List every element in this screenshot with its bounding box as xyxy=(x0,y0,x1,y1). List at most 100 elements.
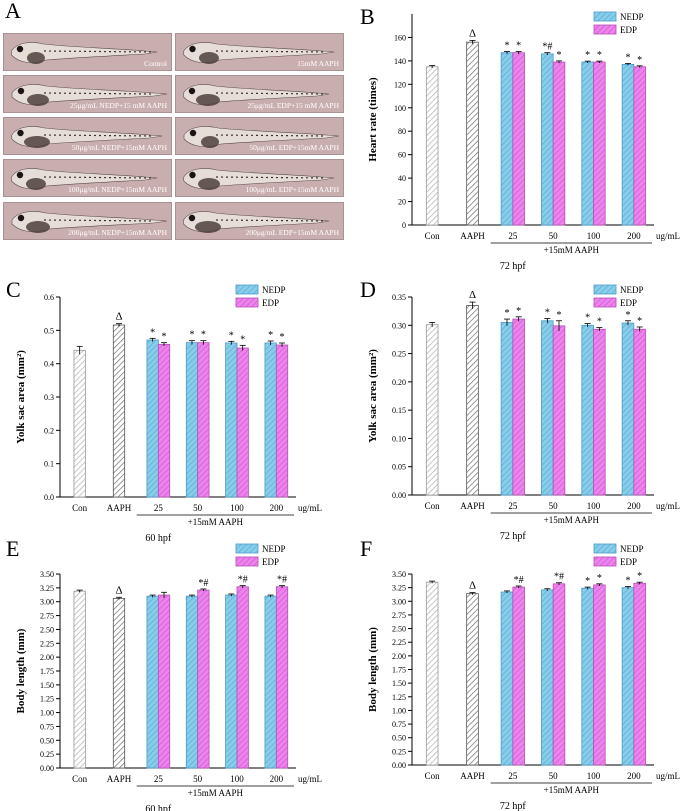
significance-mark: Δ xyxy=(469,580,476,592)
group-label: +15mM AAPH xyxy=(544,245,600,255)
time-label: 60 hpf xyxy=(145,804,172,811)
y-tick-label: 2.00 xyxy=(40,653,54,662)
x-tick-label: 200 xyxy=(627,771,641,781)
significance-mark: *# xyxy=(542,42,552,53)
significance-mark: * xyxy=(597,50,602,61)
y-axis-label: Yolk sac area (mm²) xyxy=(367,349,379,443)
panel-a: A Control 15mM AAPH 25μg/mL NEDP+15 mM AAP… xyxy=(0,0,352,250)
significance-mark: *# xyxy=(277,575,287,586)
bar-nedp xyxy=(185,595,199,769)
legend-label: EDP xyxy=(262,298,279,308)
bar-nedp xyxy=(541,320,554,496)
image-caption: 200μg/mL NEDP+15mM AAPH xyxy=(68,228,167,237)
unit-label: ug/mL xyxy=(298,503,322,513)
y-tick-label: 120 xyxy=(394,80,406,89)
zebrafish-image: 25μg/mL EDP+15 mM AAPH xyxy=(175,75,344,113)
legend-swatch-edp xyxy=(235,556,259,567)
y-tick-label: 0.00 xyxy=(392,761,406,770)
y-tick-label: 1.75 xyxy=(392,666,406,675)
panel-label: B xyxy=(360,4,375,29)
y-axis-label: Body length (mm) xyxy=(367,627,379,712)
y-tick-label: 2.00 xyxy=(392,652,406,661)
y-tick-label: 1.00 xyxy=(392,706,406,715)
chart-body-length-60hpf: E 0.00 0.25 0.50 0.75 1.00 1.25 1.50 1.75 2.00 2.2… xyxy=(6,536,322,811)
y-tick-label: 0.35 xyxy=(392,293,406,302)
legend-swatch-nedp xyxy=(593,284,617,295)
y-tick-label: 3.25 xyxy=(40,584,54,593)
time-label: 60 hpf xyxy=(145,533,172,544)
x-tick-label: 50 xyxy=(549,231,559,241)
x-tick-label: Con xyxy=(72,503,88,513)
y-tick-label: 1.50 xyxy=(40,681,54,690)
significance-mark: * xyxy=(280,332,285,343)
significance-mark: * xyxy=(516,306,521,317)
significance-mark: * xyxy=(150,327,155,338)
y-tick-label: 140 xyxy=(394,57,406,66)
bar-con xyxy=(425,66,439,226)
bar-nedp xyxy=(146,339,159,498)
y-tick-label: 1.75 xyxy=(40,667,54,676)
significance-mark: *# xyxy=(514,575,524,586)
significance-mark: Δ xyxy=(469,27,476,39)
legend-swatch-nedp xyxy=(235,543,259,554)
bar-edp xyxy=(633,328,646,496)
y-tick-label: 80 xyxy=(398,127,406,136)
image-caption: 15mM AAPH xyxy=(297,59,339,68)
y-tick-label: 0.2 xyxy=(44,426,54,435)
bar-edp xyxy=(157,594,171,769)
panel-label: F xyxy=(360,536,372,561)
zebrafish-image: 100μg/mL EDP+15mM AAPH xyxy=(175,159,344,197)
unit-label: ug/mL xyxy=(656,231,680,241)
significance-mark: * xyxy=(585,50,590,61)
chart-yolk-sac-72hpf: D 0.00 0.05 0.10 0.15 0.20 0.25 0.30 0.35 Yolk sa… xyxy=(360,277,680,542)
significance-mark: * xyxy=(229,330,234,341)
bar-edp xyxy=(512,586,525,766)
significance-mark: * xyxy=(240,334,245,345)
y-tick-label: 0.20 xyxy=(392,378,406,387)
image-caption: Control xyxy=(144,59,167,68)
bar-nedp xyxy=(264,595,277,769)
x-tick-label: Con xyxy=(72,774,88,784)
significance-mark: * xyxy=(625,52,630,63)
time-label: 72 hpf xyxy=(500,261,527,272)
zebrafish-image: 200μg/mL NEDP+15mM AAPH xyxy=(3,202,172,240)
image-caption: 50μg/mL EDP+15mM AAPH xyxy=(249,143,339,152)
bar-nedp xyxy=(225,594,238,769)
legend-label: EDP xyxy=(620,298,637,308)
x-tick-label: 100 xyxy=(587,501,601,511)
y-tick-label: 1.50 xyxy=(392,679,406,688)
x-tick-label: 200 xyxy=(627,231,641,241)
bar-nedp xyxy=(225,342,238,498)
group-label: +15mM AAPH xyxy=(544,515,600,525)
significance-mark: * xyxy=(597,317,602,328)
x-tick-label: 25 xyxy=(508,771,518,781)
significance-mark: * xyxy=(557,310,562,321)
image-caption: 200μg/mL EDP+15mM AAPH xyxy=(245,228,339,237)
bar-nedp xyxy=(581,61,594,226)
y-tick-label: 3.50 xyxy=(392,570,406,579)
significance-mark: * xyxy=(585,576,590,587)
zebrafish-image: 50μg/mL NEDP+15mM AAPH xyxy=(3,117,172,155)
bar-con xyxy=(425,324,439,496)
y-tick-label: 100 xyxy=(394,104,406,113)
x-tick-label: 50 xyxy=(193,774,203,784)
significance-mark: Δ xyxy=(469,289,476,301)
x-tick-label: AAPH xyxy=(107,503,132,513)
image-caption: 25μg/mL NEDP+15 mM AAPH xyxy=(70,101,167,110)
y-tick-label: 0.00 xyxy=(40,764,54,773)
x-tick-label: 50 xyxy=(549,771,559,781)
zebrafish-image: 25μg/mL NEDP+15 mM AAPH xyxy=(3,75,172,113)
unit-label: ug/mL xyxy=(656,771,680,781)
y-tick-label: 2.75 xyxy=(40,612,54,621)
x-tick-label: AAPH xyxy=(460,231,485,241)
significance-mark: * xyxy=(162,332,167,343)
y-axis-label: Body length (mm) xyxy=(15,628,27,713)
y-tick-label: 0.25 xyxy=(392,747,406,756)
bar-nedp xyxy=(500,591,514,766)
significance-mark: * xyxy=(504,41,509,52)
bar-edp xyxy=(275,344,289,498)
legend-label: NEDP xyxy=(620,285,644,295)
x-tick-label: AAPH xyxy=(460,501,485,511)
bar-edp xyxy=(236,347,249,498)
legend-swatch-edp xyxy=(593,297,617,308)
